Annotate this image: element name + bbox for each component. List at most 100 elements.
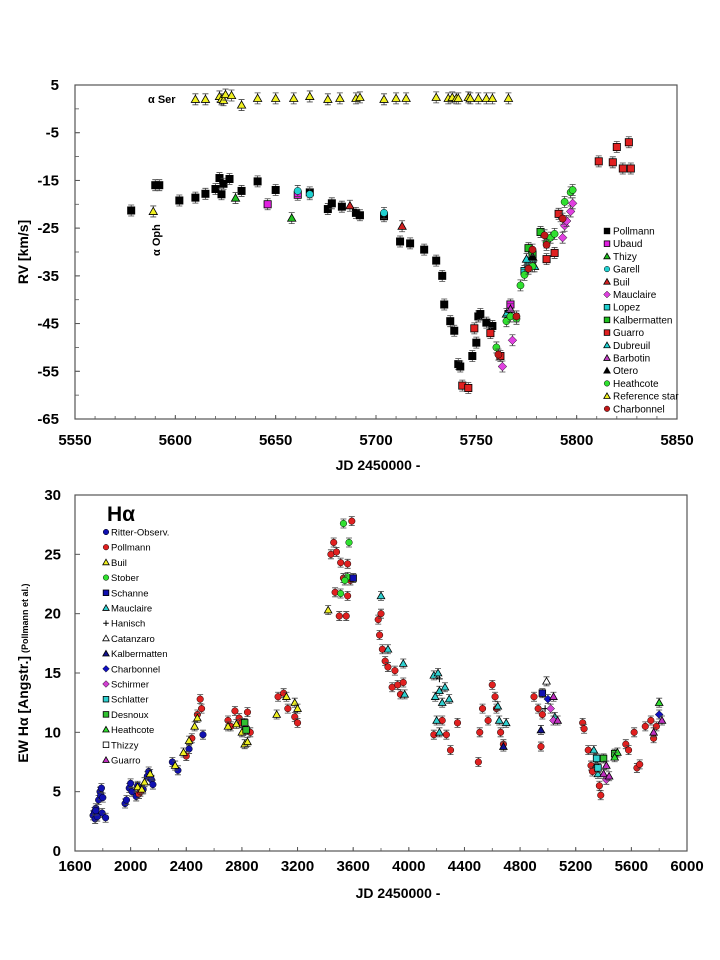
y-tick-label: -5 xyxy=(46,125,59,142)
data-point xyxy=(201,189,210,198)
legend-label: Kalbermatten xyxy=(613,315,672,326)
data-point xyxy=(400,689,410,698)
data-point xyxy=(512,312,521,321)
charbonnel-legend-marker xyxy=(102,665,110,673)
x-tick-label: 5600 xyxy=(615,858,648,875)
data-point xyxy=(647,716,655,725)
data-point xyxy=(335,93,345,102)
data-point xyxy=(399,678,407,687)
pollmann-legend-marker xyxy=(102,544,110,551)
data-point xyxy=(654,698,664,706)
x-tick-label: 4800 xyxy=(503,858,536,875)
dubreuil-legend-marker xyxy=(603,341,611,349)
series-garell xyxy=(293,185,388,219)
data-point xyxy=(440,300,449,309)
data-point xyxy=(184,736,194,744)
data-point xyxy=(567,198,578,208)
data-point xyxy=(589,745,599,754)
legend-label: Barbotin xyxy=(613,354,650,365)
legend-item-mauclaire: Mauclaire xyxy=(102,604,152,615)
legend-item-stober: Stober xyxy=(102,573,139,584)
pollmann-legend-marker xyxy=(603,227,611,235)
series-ubaud xyxy=(263,188,515,311)
legend-label: Pollmann xyxy=(111,543,151,554)
legend-item-kalbermatten: Kalbermatten xyxy=(603,315,672,326)
rv-ylabel: RV [km/s] xyxy=(15,220,31,284)
legend-item-schanne: Schanne xyxy=(102,588,149,599)
garell-legend-marker xyxy=(603,266,611,273)
data-point xyxy=(99,794,107,802)
x-tick-label: 1600 xyxy=(58,858,91,875)
data-point xyxy=(337,559,345,567)
legend-item-kalbermatten: Kalbermatten xyxy=(102,649,168,660)
x-tick-label: 2800 xyxy=(225,858,258,875)
data-point xyxy=(345,538,353,547)
legend-label: Mauclaire xyxy=(613,290,657,301)
data-point xyxy=(342,612,350,620)
data-point xyxy=(488,321,497,330)
data-point xyxy=(447,746,455,754)
data-point xyxy=(528,245,537,254)
data-point xyxy=(341,576,349,584)
data-point xyxy=(381,657,389,665)
data-point xyxy=(553,715,563,724)
data-point xyxy=(345,200,355,210)
data-point xyxy=(550,248,559,257)
series-stober xyxy=(337,518,353,599)
data-point xyxy=(446,317,455,326)
legend-label: Schirmer xyxy=(111,680,149,691)
data-point xyxy=(383,644,393,653)
data-point xyxy=(641,722,649,730)
x-tick-label: 5650 xyxy=(259,432,292,449)
legend-item-desnoux: Desnoux xyxy=(102,710,149,721)
charbonnel-legend-marker xyxy=(603,405,611,412)
y-tick-label: -45 xyxy=(37,316,59,333)
data-point xyxy=(231,707,239,715)
data-point xyxy=(192,713,202,722)
reference-star-legend-marker xyxy=(603,392,611,399)
data-point xyxy=(540,231,549,240)
data-point xyxy=(286,213,297,222)
data-point xyxy=(484,716,492,725)
data-point xyxy=(430,692,440,700)
data-point xyxy=(237,186,246,195)
legend-label: Heathcote xyxy=(111,725,154,736)
data-point xyxy=(220,89,231,99)
data-point xyxy=(438,271,447,280)
legend-label: Schanne xyxy=(111,588,149,599)
legend-item-mauclaire: Mauclaire xyxy=(603,290,657,301)
halpha-chart: 1600 2000 2400 2800 3200 3600 4000 4400 4800 5200… xyxy=(15,487,704,901)
legend-item-thizzy: Thizzy xyxy=(102,740,139,751)
x-tick-label: 3200 xyxy=(281,858,314,875)
data-point xyxy=(225,174,234,183)
legend-label: Hanisch xyxy=(111,619,145,630)
data-point xyxy=(374,616,382,624)
data-point xyxy=(327,199,336,208)
series-heathcote xyxy=(492,184,577,354)
data-point xyxy=(456,362,465,371)
rv-plot-frame xyxy=(74,84,678,420)
data-point xyxy=(397,221,407,230)
legend-label: Ubaud xyxy=(613,239,642,250)
halpha-title: Hα xyxy=(107,503,135,526)
legend-label: Kalbermatten xyxy=(111,649,168,660)
halpha-legend: Ritter-Observ. Pollmann Buil Stober Schanne M… xyxy=(102,528,169,767)
data-point xyxy=(185,745,193,753)
heathcote-legend-marker xyxy=(603,380,611,387)
y-tick-label: -25 xyxy=(37,220,59,237)
data-point xyxy=(92,807,100,815)
data-point xyxy=(491,693,499,701)
data-point xyxy=(599,754,608,763)
data-point xyxy=(127,779,135,787)
legend-label: Ritter-Observ. xyxy=(111,528,169,539)
halpha-ylabel: EW Hα [Angstr.] (Pollmann et al.) xyxy=(15,583,31,762)
data-point xyxy=(376,631,384,639)
data-point xyxy=(271,185,280,194)
series-guarro xyxy=(458,136,635,394)
data-point xyxy=(384,663,392,671)
data-point xyxy=(592,754,601,763)
data-point xyxy=(398,658,408,667)
data-point xyxy=(199,731,207,739)
data-point xyxy=(137,784,147,793)
